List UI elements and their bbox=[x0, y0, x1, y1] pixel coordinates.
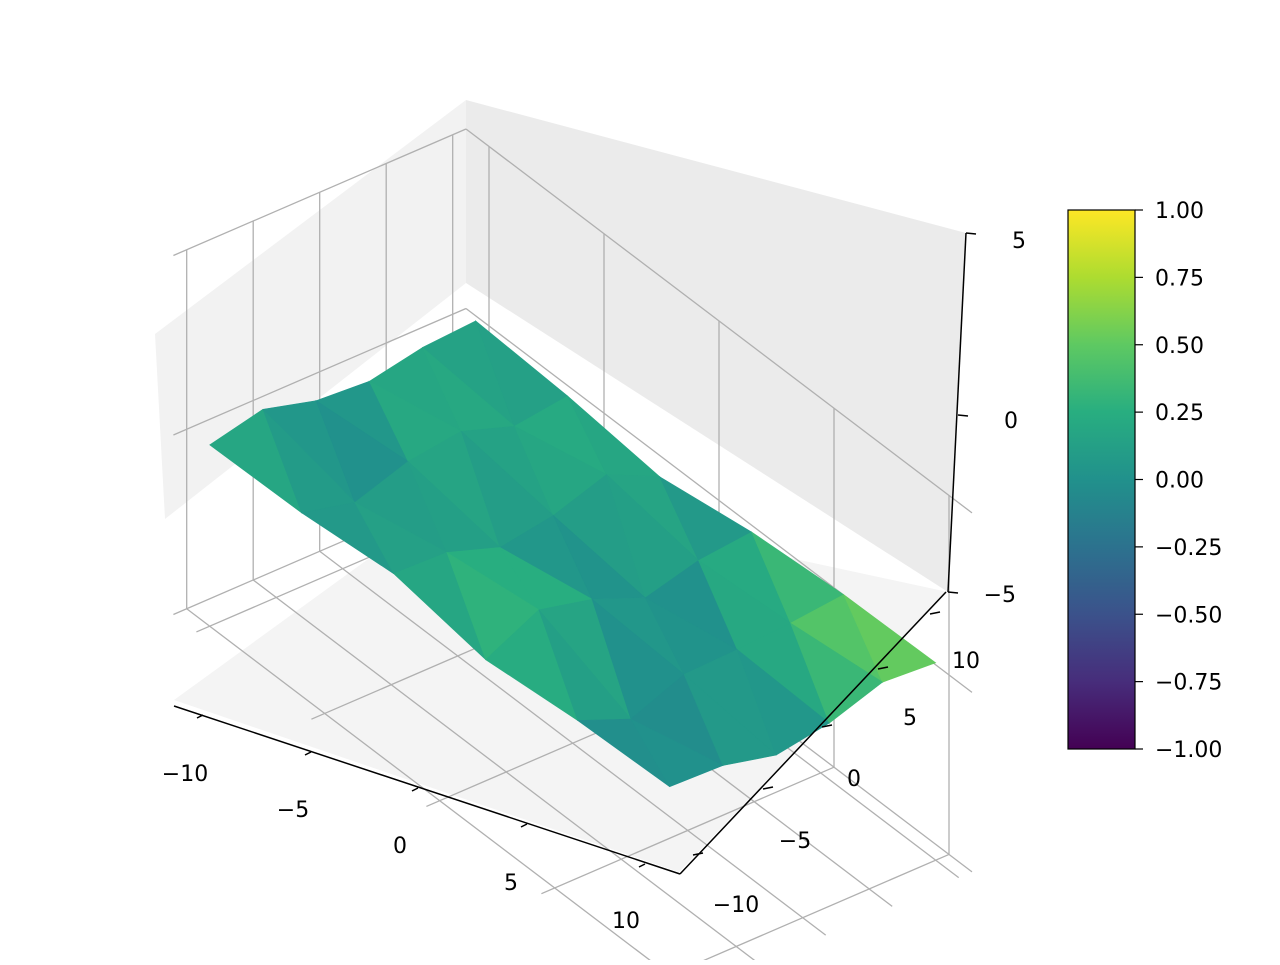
z-tick-label: −5 bbox=[984, 583, 1016, 608]
x-tick-label: −5 bbox=[277, 798, 309, 823]
x-tick-label: −10 bbox=[162, 762, 208, 787]
y-tick-label: 0 bbox=[847, 767, 861, 792]
x-tick bbox=[638, 863, 646, 868]
floor-gridline-x bbox=[541, 766, 835, 895]
surface-face bbox=[630, 718, 724, 788]
colorbar-tick-label: 0.50 bbox=[1155, 334, 1204, 359]
colorbar: 1.00 0.75 0.50 0.25 0.00 −0.25 −0.50 −0.75 −1.00 bbox=[1067, 199, 1222, 763]
floor-gridline-x bbox=[691, 853, 950, 965]
y-tick bbox=[821, 724, 833, 728]
floor-gridline-y bbox=[319, 550, 827, 936]
x-tick-label: 10 bbox=[612, 909, 640, 934]
x-tick bbox=[304, 751, 312, 756]
y-tick bbox=[877, 666, 889, 670]
axes bbox=[173, 232, 967, 875]
x-tick-label: 5 bbox=[504, 871, 518, 896]
x-tick bbox=[520, 823, 528, 828]
y-tick-label: −10 bbox=[713, 893, 759, 918]
y-tick-label: 10 bbox=[952, 649, 980, 674]
colorbar-tick-label: −0.50 bbox=[1155, 603, 1222, 628]
left-pane bbox=[155, 100, 466, 519]
x-tick-label: 0 bbox=[393, 834, 407, 859]
x-tick bbox=[411, 787, 419, 792]
colorbar-tick-label: 0.00 bbox=[1155, 469, 1204, 494]
x-tick bbox=[196, 714, 204, 719]
surface bbox=[209, 319, 937, 788]
z-tick bbox=[947, 591, 959, 594]
back-pane bbox=[466, 100, 966, 592]
z-axis-line bbox=[947, 232, 967, 593]
colorbar-tick-label: 0.75 bbox=[1155, 266, 1204, 291]
z-tick bbox=[965, 232, 977, 235]
z-tick-label: 5 bbox=[1012, 229, 1026, 254]
left-gridline-z bbox=[173, 128, 467, 257]
y-tick bbox=[762, 786, 774, 790]
y-tick bbox=[929, 611, 941, 615]
z-tick-label: 0 bbox=[1004, 409, 1018, 434]
colorbar-tick-label: 1.00 bbox=[1155, 199, 1204, 224]
z-tick bbox=[957, 414, 969, 417]
y-tick bbox=[692, 852, 704, 856]
y-tick-label: 5 bbox=[903, 706, 917, 731]
colorbar-tick-label: 0.25 bbox=[1155, 401, 1204, 426]
y-axis-line bbox=[679, 591, 947, 875]
surface-face bbox=[842, 593, 937, 683]
surface-face bbox=[789, 622, 884, 724]
colorbar-tick-label: −0.25 bbox=[1155, 536, 1222, 561]
left-gridline-z bbox=[173, 307, 467, 436]
colorbar-tick-label: −1.00 bbox=[1155, 738, 1222, 763]
surface-face bbox=[736, 648, 830, 756]
colorbar-tick-label: −0.75 bbox=[1155, 671, 1222, 696]
colorbar-gradient bbox=[1067, 209, 1136, 750]
x-axis-line bbox=[173, 705, 681, 875]
tick-labels: −10 −5 0 5 10 −10 −5 0 5 10 −5 0 5 bbox=[162, 229, 1026, 934]
colorbar-ticks: 1.00 0.75 0.50 0.25 0.00 −0.25 −0.50 −0.75 −1.00 bbox=[1135, 199, 1222, 763]
tick-marks bbox=[196, 232, 977, 868]
back-gridline-z bbox=[465, 128, 973, 514]
surface-face bbox=[683, 674, 777, 766]
y-tick-label: −5 bbox=[779, 829, 811, 854]
